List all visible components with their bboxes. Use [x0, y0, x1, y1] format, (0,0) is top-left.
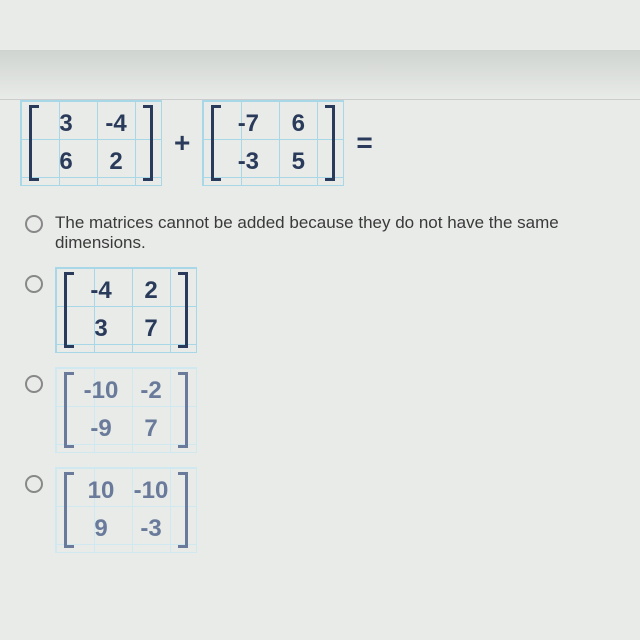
matrix-row: -10 -2: [76, 372, 176, 410]
matrix-cell: 7: [126, 310, 176, 348]
matrix-b: -7 6 -3 5: [211, 105, 335, 181]
matrix-row: -7 6: [223, 105, 323, 143]
matrix-cell: 6: [273, 105, 323, 143]
matrix-cell: 7: [126, 410, 176, 448]
matrix-cell: -4: [76, 272, 126, 310]
matrix-a: 3 -4 6 2: [29, 105, 153, 181]
radio-icon: [25, 215, 43, 233]
bracket-right: [143, 105, 153, 181]
matrix-row: -9 7: [76, 410, 176, 448]
option-matrix-wrapper: -4 2 3 7: [55, 267, 197, 353]
option-text: The matrices cannot be added because the…: [55, 211, 640, 253]
matrix-cell: 2: [91, 143, 141, 181]
bracket-left: [29, 105, 39, 181]
option-matrix-wrapper: 10 -10 9 -3: [55, 467, 197, 553]
bracket-left: [64, 272, 74, 348]
option-3[interactable]: -10 -2 -9 7: [20, 371, 640, 453]
matrix-cell: 9: [76, 510, 126, 548]
matrix-cell: 5: [273, 143, 323, 181]
radio-icon: [25, 475, 43, 493]
bracket-right: [178, 372, 188, 448]
equals-operator: =: [344, 127, 384, 159]
option-3-grid: -10 -2 -9 7: [55, 367, 197, 453]
bracket-left: [211, 105, 221, 181]
matrix-row: -3 5: [223, 143, 323, 181]
option-2-grid: -4 2 3 7: [55, 267, 197, 353]
equation-row: 3 -4 6 2 + -7 6: [20, 100, 640, 186]
bracket-right: [178, 472, 188, 548]
matrix-cell: 10: [76, 472, 126, 510]
matrix-b-grid: -7 6 -3 5: [202, 100, 344, 186]
bracket-left: [64, 472, 74, 548]
matrix-cell: -2: [126, 372, 176, 410]
matrix-cell: 3: [41, 105, 91, 143]
matrix-cell: -3: [126, 510, 176, 548]
matrix-row: 3 7: [76, 310, 176, 348]
matrix-row: 3 -4: [41, 105, 141, 143]
option-4-grid: 10 -10 9 -3: [55, 467, 197, 553]
top-divider: [0, 50, 640, 100]
matrix-rows: -7 6 -3 5: [223, 105, 323, 181]
matrix-rows: 10 -10 9 -3: [76, 472, 176, 548]
matrix-rows: 3 -4 6 2: [41, 105, 141, 181]
matrix-cell: 2: [126, 272, 176, 310]
plus-operator: +: [162, 127, 202, 159]
option-1[interactable]: The matrices cannot be added because the…: [20, 211, 640, 253]
bracket-right: [178, 272, 188, 348]
matrix-cell: -10: [126, 472, 176, 510]
matrix-rows: -4 2 3 7: [76, 272, 176, 348]
option-matrix-wrapper: -10 -2 -9 7: [55, 367, 197, 453]
option-4-matrix: 10 -10 9 -3: [64, 472, 188, 548]
matrix-cell: -10: [76, 372, 126, 410]
matrix-cell: 3: [76, 310, 126, 348]
option-2[interactable]: -4 2 3 7: [20, 271, 640, 353]
matrix-cell: -7: [223, 105, 273, 143]
matrix-row: 10 -10: [76, 472, 176, 510]
radio-icon: [25, 375, 43, 393]
matrix-cell: -4: [91, 105, 141, 143]
option-4[interactable]: 10 -10 9 -3: [20, 471, 640, 553]
bracket-left: [64, 372, 74, 448]
option-3-matrix: -10 -2 -9 7: [64, 372, 188, 448]
matrix-cell: -3: [223, 143, 273, 181]
matrix-rows: -10 -2 -9 7: [76, 372, 176, 448]
option-2-matrix: -4 2 3 7: [64, 272, 188, 348]
matrix-a-grid: 3 -4 6 2: [20, 100, 162, 186]
matrix-row: -4 2: [76, 272, 176, 310]
matrix-cell: -9: [76, 410, 126, 448]
matrix-cell: 6: [41, 143, 91, 181]
bracket-right: [325, 105, 335, 181]
matrix-row: 9 -3: [76, 510, 176, 548]
radio-icon: [25, 275, 43, 293]
matrix-row: 6 2: [41, 143, 141, 181]
